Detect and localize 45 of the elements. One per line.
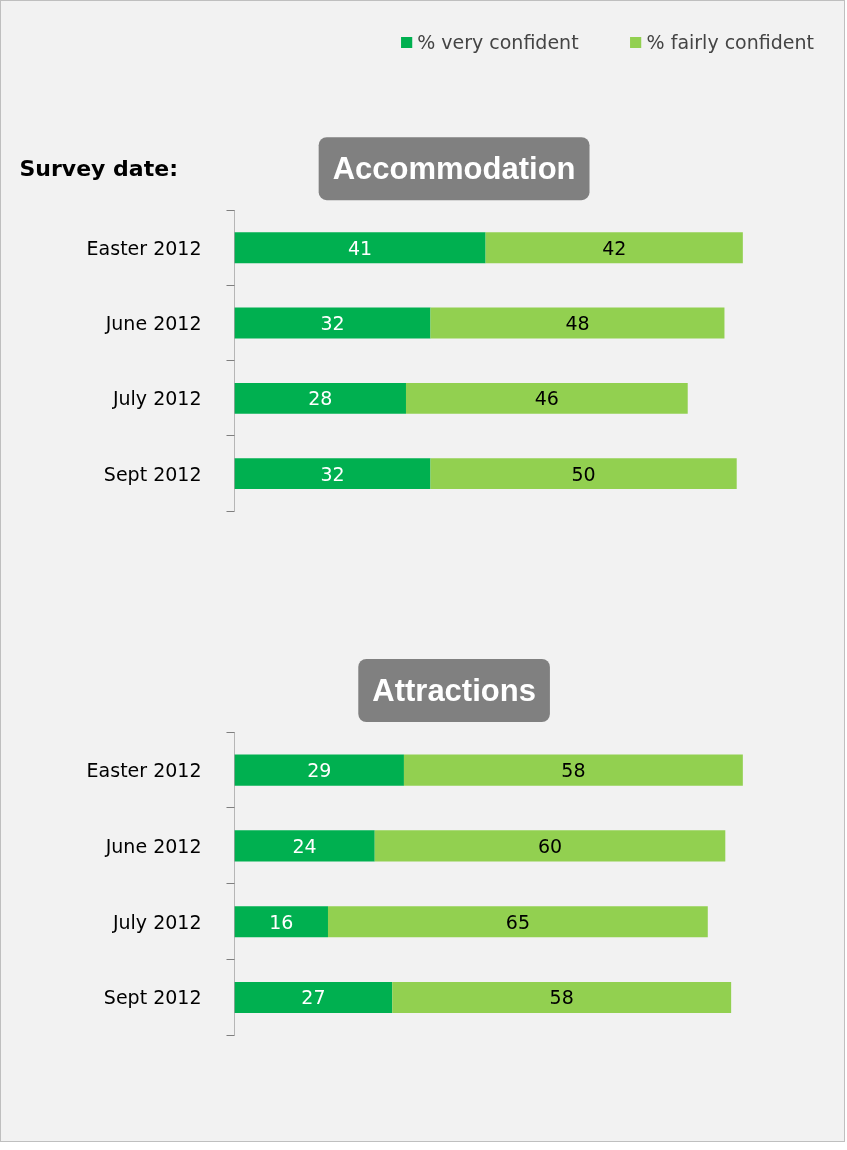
legend-label: % fairly confident bbox=[646, 31, 814, 53]
y-tick-label: July 2012 bbox=[111, 910, 202, 933]
data-label: 42 bbox=[602, 236, 627, 259]
bar bbox=[485, 232, 743, 264]
y-tick-label: Easter 2012 bbox=[86, 759, 202, 782]
data-label: 27 bbox=[301, 986, 326, 1009]
y-tick-label: June 2012 bbox=[104, 312, 202, 335]
data-label: 28 bbox=[308, 387, 333, 410]
y-tick-label: July 2012 bbox=[111, 387, 202, 410]
bar bbox=[430, 458, 737, 490]
bar bbox=[234, 906, 328, 938]
data-label: 32 bbox=[320, 312, 345, 335]
bar bbox=[327, 906, 708, 938]
data-label: 41 bbox=[347, 236, 373, 259]
data-label: 46 bbox=[534, 387, 559, 410]
y-tick-label: Sept 2012 bbox=[103, 986, 202, 1009]
bar bbox=[234, 458, 431, 490]
data-label: 24 bbox=[292, 834, 317, 857]
y-tick-label: Easter 2012 bbox=[86, 236, 202, 259]
bar bbox=[405, 382, 688, 414]
data-label: 50 bbox=[571, 462, 596, 485]
legend-label: % very confident bbox=[417, 31, 579, 53]
data-label: 65 bbox=[505, 910, 530, 933]
data-label: 16 bbox=[269, 910, 294, 933]
y-tick-label: Sept 2012 bbox=[103, 462, 202, 485]
data-label: 29 bbox=[307, 759, 332, 782]
bar bbox=[374, 830, 726, 862]
bar bbox=[234, 830, 375, 862]
bar bbox=[234, 232, 486, 264]
y-tick-label: June 2012 bbox=[104, 834, 202, 857]
data-label: 58 bbox=[561, 759, 586, 782]
data-label: 32 bbox=[320, 462, 345, 485]
bar bbox=[392, 981, 732, 1014]
bar bbox=[430, 307, 725, 339]
bar bbox=[403, 754, 743, 786]
chart-title: Accommodation bbox=[332, 151, 576, 187]
y-axis-title: Survey date: bbox=[19, 156, 178, 182]
bar bbox=[234, 981, 393, 1014]
data-label: 60 bbox=[537, 834, 563, 857]
bar bbox=[234, 382, 406, 414]
bar bbox=[234, 754, 404, 786]
data-label: 48 bbox=[565, 312, 590, 335]
chart-title: Attractions bbox=[372, 673, 536, 708]
bar bbox=[234, 307, 431, 339]
data-label: 58 bbox=[549, 986, 574, 1009]
